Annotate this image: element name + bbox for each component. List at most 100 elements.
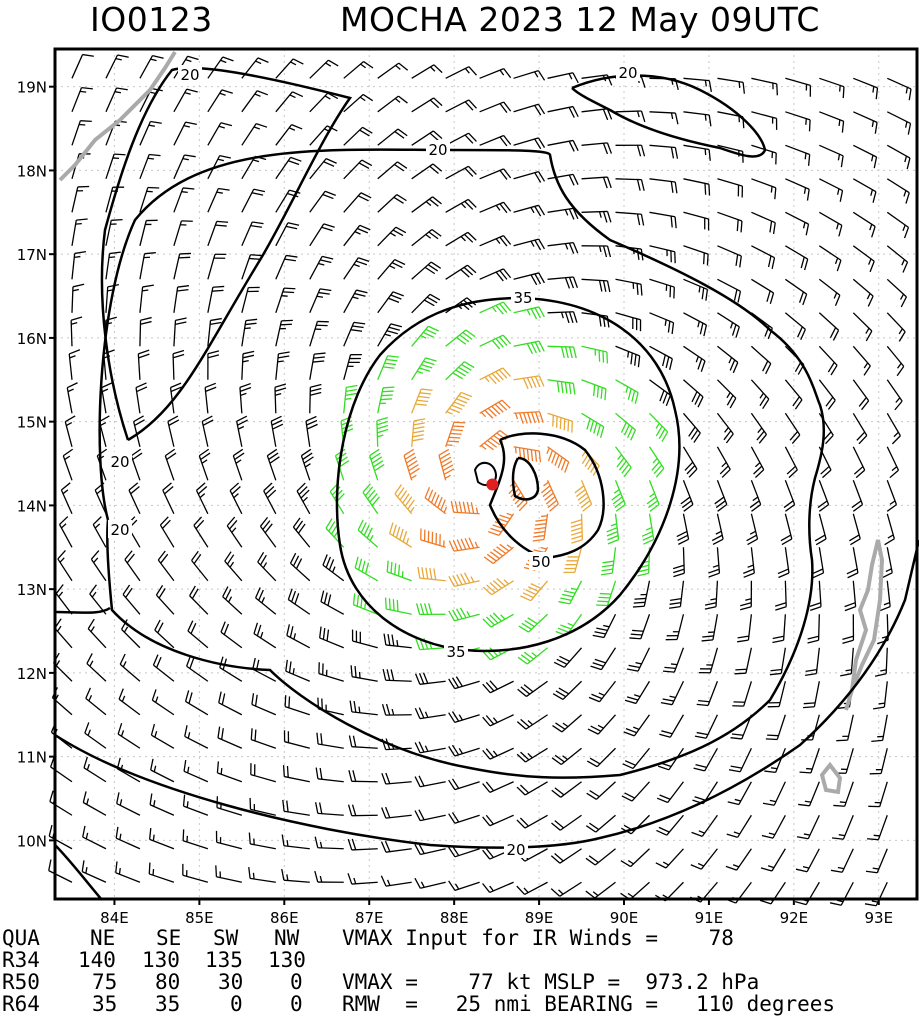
wind-barb: [446, 232, 477, 245]
wind-barb: [582, 109, 612, 120]
wind-barb: [49, 859, 72, 882]
wind-barb: [284, 765, 310, 782]
wind-barb: [751, 179, 775, 199]
wind-barb: [412, 230, 442, 246]
wind-barb: [784, 480, 795, 511]
r64-ne-value: 35: [92, 994, 117, 1015]
wind-barb: [697, 681, 718, 705]
wind-barb: [480, 236, 511, 247]
wind-barb: [517, 815, 548, 828]
wind-barb: [415, 708, 445, 719]
wind-barb: [554, 648, 581, 668]
wind-barb: [344, 193, 371, 213]
wind-barb: [835, 748, 854, 773]
wind-barb: [717, 212, 742, 232]
lat-label-17N: 17N: [17, 246, 47, 264]
wind-barb: [853, 145, 876, 168]
r34-nw-value: 130: [268, 950, 306, 971]
wind-barb: [344, 160, 372, 179]
wind-barb: [93, 517, 106, 548]
wind-barb: [751, 346, 770, 374]
wind-barb: [649, 145, 677, 158]
wind-barb: [55, 619, 72, 648]
wind-barb: [763, 782, 785, 805]
wind-barb: [514, 239, 545, 250]
wind-barb: [449, 779, 480, 790]
wind-barb: [737, 614, 751, 642]
wind-barb: [629, 614, 649, 639]
wind-barb: [116, 861, 140, 882]
wind-barb: [83, 791, 106, 815]
wind-barb: [616, 145, 645, 156]
wind-barb: [803, 681, 819, 707]
wind-barb: [446, 166, 477, 179]
wind-barb: [533, 514, 548, 541]
wind-barb: [310, 289, 332, 313]
wind-barb: [842, 614, 853, 643]
wind-barb: [726, 849, 752, 870]
wind-barb: [666, 614, 684, 639]
wind-barb: [288, 589, 309, 615]
lon-label-91E: 91E: [695, 909, 724, 927]
wind-barb: [514, 172, 545, 183]
r50-ne-value: 75: [92, 972, 117, 993]
lat-label-14N: 14N: [17, 497, 47, 515]
wind-barb: [743, 547, 754, 577]
wind-barb: [183, 864, 208, 882]
storm-center-marker: [486, 478, 498, 490]
wind-barb: [621, 849, 650, 867]
wind-barb: [320, 627, 344, 648]
wind-barb: [483, 681, 514, 693]
wind-barb: [446, 362, 474, 380]
wind-barb: [831, 849, 853, 873]
wind-barb: [683, 279, 707, 300]
wind-barb: [118, 723, 140, 748]
wind-barb: [751, 413, 766, 443]
wind-barb: [520, 581, 547, 601]
wind-barb: [412, 164, 442, 179]
wind-barb: [795, 882, 819, 904]
wind-barb: [61, 483, 72, 514]
wind-barb: [323, 555, 344, 581]
wind-barb: [819, 78, 844, 98]
lat-label-15N: 15N: [17, 414, 47, 432]
wind-barb: [378, 96, 408, 112]
wind-barb: [624, 715, 650, 736]
wind-barb: [56, 585, 72, 615]
wind-barb: [559, 581, 582, 604]
wind-barb: [136, 383, 147, 413]
wind-barb: [480, 302, 511, 314]
wind-barb: [852, 480, 863, 511]
wind-barb: [416, 673, 446, 685]
wind-barb: [548, 243, 578, 254]
wind-barb: [449, 608, 480, 621]
wind-barb: [153, 655, 173, 682]
contour-20kt-southwest-corner: [55, 845, 102, 900]
wind-barb: [254, 623, 276, 648]
wind-barb: [517, 748, 547, 762]
vmax-input-text: VMAX Input for IR Winds = 78: [342, 928, 734, 949]
wind-barb: [815, 514, 826, 545]
wind-barb: [293, 518, 309, 547]
wind-barb: [106, 88, 128, 112]
wind-barb: [800, 748, 820, 773]
wind-barb: [657, 782, 683, 803]
wind-barb: [242, 222, 264, 246]
wind-barb: [582, 143, 612, 154]
wind-barb: [276, 255, 298, 279]
wind-barb: [344, 127, 373, 145]
wind-barb: [72, 88, 93, 112]
wind-barb: [772, 614, 785, 642]
wind-barb: [548, 277, 578, 288]
wind-barb: [480, 400, 511, 418]
wind-barb: [656, 815, 683, 835]
wind-barb: [483, 613, 514, 627]
wind-barb: [683, 246, 708, 266]
wind-barb: [242, 351, 254, 379]
wind-barb: [866, 849, 887, 873]
wind-barb: [208, 221, 228, 245]
lat-label-10N: 10N: [17, 832, 47, 850]
contour-label-35: 35: [446, 643, 465, 661]
wind-barb: [282, 835, 310, 849]
wind-barb: [819, 346, 837, 375]
